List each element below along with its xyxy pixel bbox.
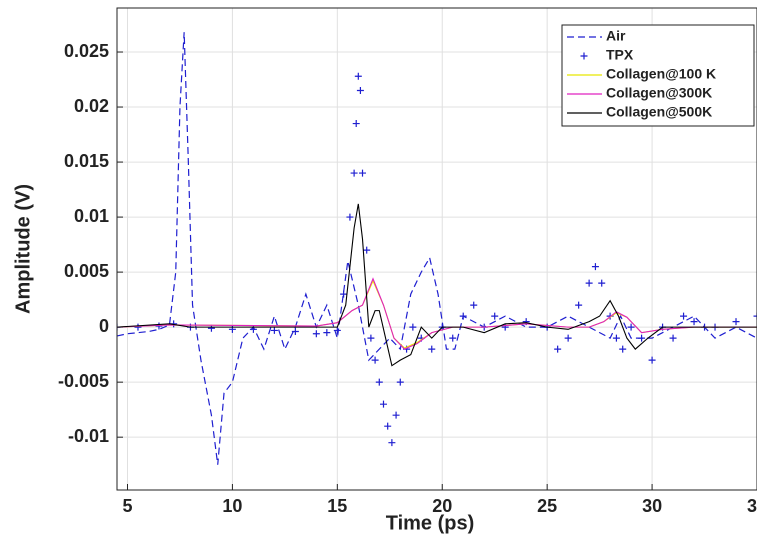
data-point bbox=[598, 279, 606, 287]
data-point bbox=[612, 334, 620, 342]
data-point bbox=[392, 411, 400, 419]
data-point bbox=[333, 326, 341, 334]
data-point bbox=[375, 378, 383, 386]
data-point bbox=[384, 422, 392, 430]
data-point bbox=[350, 169, 358, 177]
data-point bbox=[627, 323, 635, 331]
x-tick-label: 25 bbox=[537, 496, 557, 516]
data-point bbox=[371, 356, 379, 364]
legend-label: Collagen@500K bbox=[606, 104, 712, 120]
y-tick-label: -0.01 bbox=[68, 426, 109, 446]
y-tick-label: 0.015 bbox=[64, 151, 109, 171]
y-tick-label: 0.025 bbox=[64, 41, 109, 61]
legend-label: Collagen@100 K bbox=[606, 66, 716, 82]
data-point bbox=[575, 301, 583, 309]
legend-marker bbox=[580, 52, 588, 60]
x-tick-label: 20 bbox=[432, 496, 452, 516]
x-tick-label: 5 bbox=[122, 496, 132, 516]
data-point bbox=[340, 290, 348, 298]
data-point bbox=[619, 345, 627, 353]
data-line bbox=[117, 277, 757, 350]
y-tick-label: 0.01 bbox=[74, 206, 109, 226]
x-axis-label: Time (ps) bbox=[386, 512, 475, 534]
data-point bbox=[409, 323, 417, 331]
data-point bbox=[554, 345, 562, 353]
data-point bbox=[379, 400, 387, 408]
data-point bbox=[323, 329, 331, 337]
data-point bbox=[690, 318, 698, 326]
y-tick-label: -0.005 bbox=[58, 371, 109, 391]
data-point bbox=[155, 322, 163, 330]
y-tick-label: 0.02 bbox=[74, 96, 109, 116]
data-point bbox=[501, 323, 509, 331]
data-point bbox=[363, 246, 371, 254]
y-tick-label: 0 bbox=[99, 316, 109, 336]
data-point bbox=[449, 334, 457, 342]
legend-label: Air bbox=[606, 28, 626, 44]
data-point bbox=[470, 301, 478, 309]
x-tick-label: 35 bbox=[747, 496, 757, 516]
data-point bbox=[732, 318, 740, 326]
data-point bbox=[428, 345, 436, 353]
y-axis-label: Amplitude (V) bbox=[12, 184, 34, 314]
data-point bbox=[591, 263, 599, 271]
data-point bbox=[359, 169, 367, 177]
data-line bbox=[117, 32, 757, 465]
x-tick-label: 15 bbox=[327, 496, 347, 516]
data-point bbox=[648, 356, 656, 364]
data-point bbox=[638, 334, 646, 342]
x-tick-label: 30 bbox=[642, 496, 662, 516]
legend-label: TPX bbox=[606, 47, 634, 63]
data-point bbox=[356, 87, 364, 95]
data-point bbox=[270, 326, 278, 334]
data-point bbox=[367, 334, 375, 342]
data-point bbox=[352, 120, 360, 128]
data-point bbox=[585, 279, 593, 287]
data-point bbox=[491, 312, 499, 320]
data-point bbox=[346, 213, 354, 221]
data-point bbox=[396, 378, 404, 386]
data-point bbox=[134, 323, 142, 331]
y-tick-label: 0.005 bbox=[64, 261, 109, 281]
plot-frame bbox=[116, 7, 757, 491]
data-point bbox=[680, 312, 688, 320]
legend-label: Collagen@300K bbox=[606, 85, 712, 101]
data-point bbox=[312, 330, 320, 338]
data-point bbox=[388, 439, 396, 447]
data-point bbox=[564, 334, 572, 342]
data-point bbox=[354, 72, 362, 80]
data-point bbox=[753, 312, 757, 320]
data-point bbox=[669, 334, 677, 342]
data-point bbox=[459, 312, 467, 320]
data-point bbox=[291, 328, 299, 336]
data-line bbox=[117, 203, 757, 367]
x-tick-label: 10 bbox=[222, 496, 242, 516]
plot-area bbox=[117, 32, 757, 465]
data-point bbox=[207, 324, 215, 332]
